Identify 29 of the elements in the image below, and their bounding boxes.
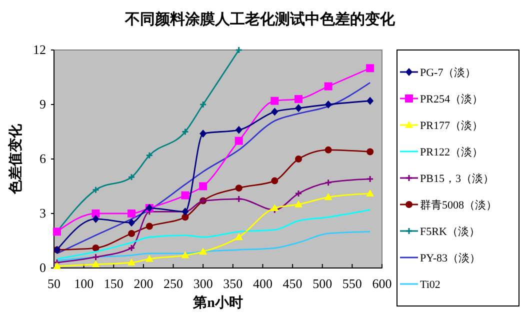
legend-label: PB15，3（淡） xyxy=(420,173,494,185)
x-tick-label: 350 xyxy=(223,276,243,291)
legend-label: F5RK（淡） xyxy=(420,226,480,238)
x-tick-label: 550 xyxy=(342,276,362,291)
y-tick-label: 12 xyxy=(33,42,46,57)
x-axis-title: 第n小时 xyxy=(192,295,243,311)
legend-label: PY-83（淡） xyxy=(420,252,481,264)
y-tick-label: 6 xyxy=(40,151,46,166)
y-tick-label: 0 xyxy=(40,260,46,275)
legend-label: PG-7（淡） xyxy=(420,67,476,79)
x-tick-label: 100 xyxy=(74,276,94,291)
x-tick-label: 150 xyxy=(104,276,124,291)
legend-label: PR177（淡） xyxy=(420,120,483,132)
x-tick-label: 50 xyxy=(48,276,60,291)
x-tick-label: 400 xyxy=(252,276,272,291)
legend-label: Ti02 xyxy=(420,279,440,291)
x-tick-label: 450 xyxy=(282,276,302,291)
x-tick-label: 200 xyxy=(134,276,154,291)
legend-label: PR122（淡） xyxy=(420,146,483,158)
chart-title: 不同颜料涂膜人工老化测试中色差的变化 xyxy=(124,10,396,28)
x-tick-label: 500 xyxy=(312,276,332,291)
x-tick-label: 250 xyxy=(164,276,184,291)
legend-label: 群青5008（淡） xyxy=(420,198,497,212)
x-tick-label: 300 xyxy=(193,276,213,291)
y-axis-title: 色差值变化 xyxy=(7,123,24,195)
x-tick-label: 600 xyxy=(372,276,392,291)
y-tick-label: 9 xyxy=(40,96,46,112)
legend-label: PR254（淡） xyxy=(420,94,483,106)
y-tick-label: 3 xyxy=(40,206,46,220)
